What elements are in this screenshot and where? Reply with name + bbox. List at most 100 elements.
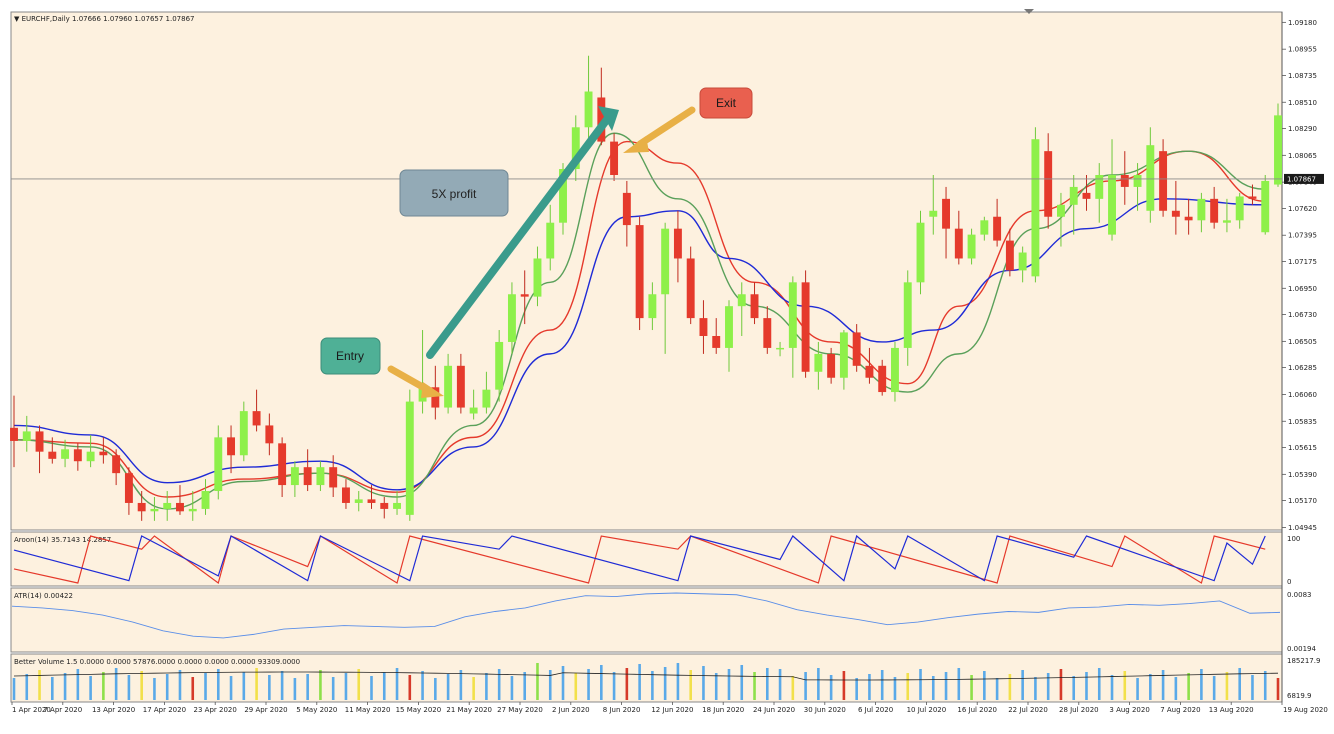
volume-bar (408, 675, 412, 700)
date-tick-label: 30 Jun 2020 (804, 706, 846, 714)
price-tick-label: 1.07175 (1288, 258, 1317, 266)
entry-callout (320, 337, 381, 375)
candle-body (1171, 210, 1180, 217)
volume-bar (114, 668, 118, 700)
volume-bar (880, 670, 884, 700)
volume-bar (1085, 672, 1088, 700)
candle-body (533, 258, 542, 297)
candle-body (916, 222, 925, 283)
volume-bar (804, 672, 807, 700)
volume-bar (1072, 676, 1076, 700)
volume-bar (1059, 669, 1063, 700)
volume-bar (702, 666, 705, 700)
candle-body (431, 387, 440, 408)
candle-body (86, 451, 95, 462)
date-tick-label: 2 Jun 2020 (552, 706, 590, 714)
candle-body (1031, 139, 1040, 277)
volume-bar (153, 678, 156, 700)
volume-bar (191, 677, 195, 700)
candle-body (99, 451, 108, 456)
candle-body (380, 502, 389, 509)
candle-body (712, 335, 721, 348)
shift-marker-icon[interactable] (1024, 9, 1034, 14)
candle-body (661, 228, 670, 295)
volume-bar (842, 671, 846, 700)
candle-body (597, 97, 606, 142)
price-tick-label: 1.08290 (1288, 125, 1317, 133)
volume-bar (1263, 671, 1267, 700)
volume-bar (1021, 670, 1024, 700)
volume-bar (1008, 674, 1012, 700)
candle-body (1261, 180, 1270, 233)
profit-callout (399, 169, 509, 217)
volume-bar (140, 671, 143, 700)
candle-body (980, 220, 989, 235)
candle-body (482, 389, 491, 408)
date-tick-label: 18 Jun 2020 (702, 706, 744, 714)
candle-body (35, 431, 44, 452)
volume-bar (89, 676, 92, 700)
volume-bar (165, 674, 169, 700)
price-tick-label: 1.09180 (1288, 19, 1317, 27)
date-tick-label: 27 May 2020 (497, 706, 543, 714)
volume-bar (893, 677, 897, 700)
volume-bar (1123, 671, 1127, 700)
candle-body (737, 294, 746, 307)
volume-bar (127, 675, 131, 700)
volume-bar (714, 673, 718, 700)
volume-bar (382, 672, 386, 700)
date-tick-label: 24 Jun 2020 (753, 706, 795, 714)
volume-bar (331, 677, 335, 700)
volume-bar (472, 677, 475, 700)
exit-callout (699, 87, 753, 119)
volume-bar (510, 676, 514, 700)
candle-body (112, 455, 121, 474)
volume-panel[interactable] (10, 653, 1283, 703)
volume-bar (587, 669, 590, 700)
candle-body (1095, 174, 1104, 199)
date-tick-label: 6 Jul 2020 (858, 706, 893, 714)
volume-bar (76, 669, 80, 700)
candle-body (227, 437, 236, 456)
candle-body (622, 192, 631, 226)
date-tick-label: 22 Jul 2020 (1008, 706, 1048, 714)
aroon-bottom-tick: 0 (1287, 578, 1291, 586)
symbol-header: ▼ EURCHF,Daily 1.07666 1.07960 1.07657 1… (14, 15, 194, 23)
price-tick-label: 1.05390 (1288, 471, 1317, 479)
candle-body (903, 282, 912, 348)
volume-bar (306, 674, 309, 700)
date-tick-label: 12 Jun 2020 (651, 706, 693, 714)
candles-layer (10, 55, 1282, 521)
volume-bar (12, 678, 16, 700)
date-tick-label: 17 Apr 2020 (143, 706, 186, 714)
volume-bar (1212, 676, 1216, 700)
aroon-down-line (13, 534, 1266, 582)
aroon-panel[interactable] (10, 531, 1283, 587)
candle-body (507, 294, 516, 342)
candle-body (1197, 198, 1206, 221)
candle-body (1120, 174, 1129, 187)
volume-bar (1161, 670, 1165, 700)
candle-body (801, 282, 810, 372)
volume-bar (561, 666, 565, 700)
volume-bar (319, 670, 322, 700)
volume-bar (753, 672, 756, 700)
price-panel[interactable] (10, 11, 1283, 531)
volume-bar (600, 665, 603, 700)
volume-bar (957, 668, 961, 700)
candle-body (686, 258, 695, 319)
volume-bar (944, 672, 948, 700)
candle-body (456, 365, 465, 408)
candle-body (48, 451, 57, 459)
volume-bar (919, 669, 922, 700)
price-tick-label: 1.07620 (1288, 205, 1317, 213)
volume-bar (280, 671, 284, 700)
volume-average-line (13, 671, 1279, 681)
date-tick-label: 28 Jul 2020 (1059, 706, 1099, 714)
date-tick-label: 13 Aug 2020 (1209, 706, 1254, 714)
candle-body (1108, 174, 1116, 235)
candle-body (648, 294, 657, 319)
atr-panel[interactable] (10, 587, 1283, 653)
volume-bar (51, 677, 54, 700)
